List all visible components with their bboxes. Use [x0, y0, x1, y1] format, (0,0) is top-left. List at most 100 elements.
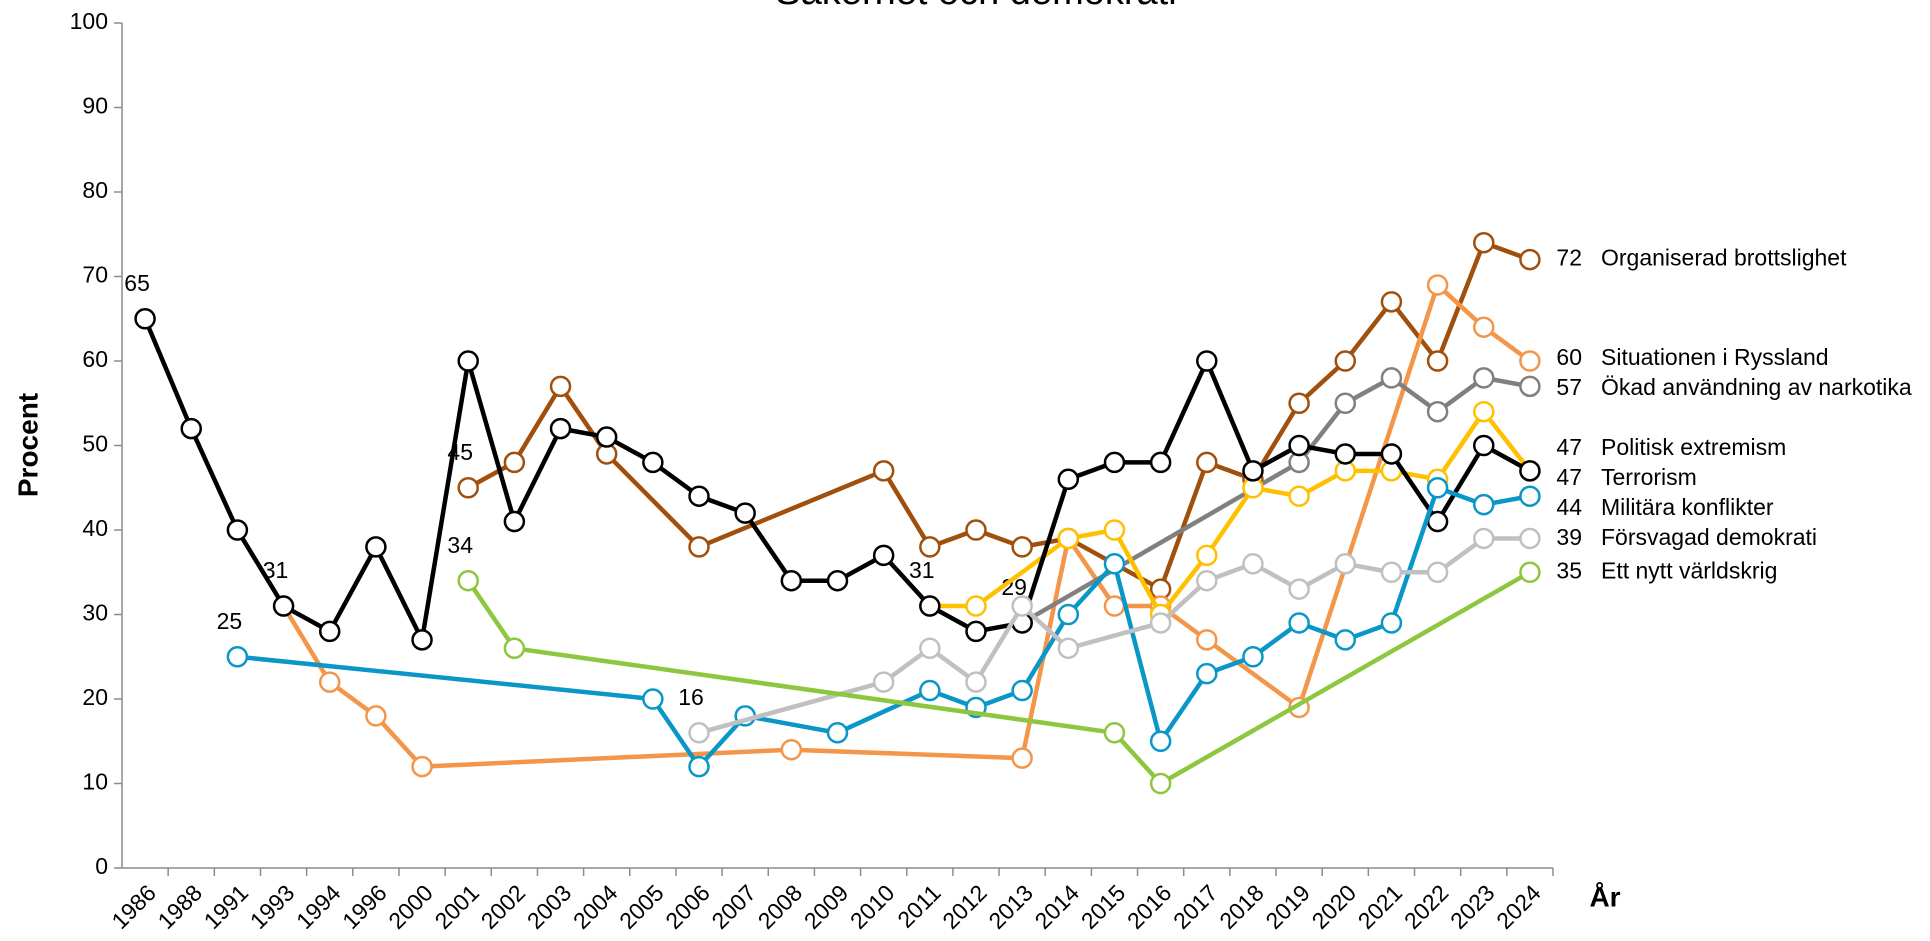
- point: [780, 569, 803, 592]
- point: [1288, 485, 1310, 507]
- x-tick-label: 2023: [1445, 879, 1500, 934]
- end-value-label: 57: [1556, 374, 1582, 400]
- y-tick-label: 70: [82, 262, 108, 288]
- x-tick-label: 1993: [245, 879, 300, 934]
- legend-label: Militära konflikter: [1601, 494, 1774, 520]
- data-label: 31: [909, 557, 935, 583]
- point: [1519, 561, 1541, 583]
- point: [1149, 772, 1172, 795]
- y-tick-label: 50: [82, 431, 108, 457]
- x-tick-label: 2021: [1353, 879, 1408, 934]
- point: [1011, 536, 1033, 558]
- x-tick-label: 2009: [799, 879, 854, 934]
- y-tick-label: 30: [82, 600, 108, 626]
- point: [1196, 544, 1218, 567]
- x-tick-label: 1994: [291, 879, 346, 934]
- point: [1519, 485, 1541, 507]
- y-tick-label: 90: [82, 93, 108, 119]
- y-tick-label: 80: [82, 177, 108, 203]
- point: [826, 722, 849, 744]
- y-tick-label: 10: [82, 769, 108, 795]
- point: [780, 738, 803, 761]
- point: [1242, 553, 1264, 575]
- point: [1149, 451, 1172, 474]
- point: [1057, 468, 1080, 491]
- point: [595, 426, 618, 448]
- legend-label: Ett nytt världskrig: [1601, 557, 1777, 583]
- x-tick-label: 2011: [892, 879, 945, 932]
- x-axis-label: År: [1589, 881, 1620, 912]
- point: [318, 620, 341, 643]
- end-value-label: 47: [1556, 434, 1582, 460]
- point: [1149, 612, 1172, 634]
- x-tick-label: 2001: [429, 879, 484, 934]
- point: [1103, 595, 1126, 617]
- point: [1103, 553, 1126, 575]
- x-tick-label: 2015: [1076, 879, 1131, 934]
- legend-label: Försvagad demokrati: [1601, 524, 1817, 550]
- point: [1103, 722, 1126, 744]
- point: [919, 637, 941, 660]
- point: [1334, 443, 1357, 465]
- point: [1473, 367, 1495, 389]
- point: [1103, 451, 1126, 474]
- data-label: 16: [678, 684, 704, 710]
- point: [1426, 350, 1449, 372]
- point: [872, 544, 895, 567]
- x-tick-label: 2022: [1399, 879, 1454, 934]
- point: [1426, 510, 1449, 533]
- point: [1057, 637, 1080, 660]
- point: [965, 595, 987, 617]
- series-line: [467, 240, 1531, 592]
- end-value-label: 44: [1556, 494, 1582, 520]
- x-tick-label: 2003: [522, 879, 577, 934]
- point: [1288, 578, 1310, 600]
- x-tick-label: 2000: [383, 879, 438, 934]
- x-tick-label: 1996: [337, 879, 392, 934]
- point: [872, 460, 895, 482]
- point: [1242, 646, 1264, 668]
- point: [1242, 460, 1264, 482]
- x-tick-label: 2005: [614, 879, 669, 934]
- point: [734, 502, 756, 524]
- point: [1011, 595, 1033, 617]
- point: [1334, 629, 1357, 651]
- point: [1196, 350, 1218, 372]
- series-line: [281, 282, 1532, 769]
- y-tick-label: 40: [82, 515, 108, 541]
- chart-title: Säkerhet och demokrati: [775, 0, 1176, 13]
- legend-label: Ökad användning av narkotika: [1601, 374, 1912, 400]
- point: [457, 477, 479, 499]
- point: [1380, 367, 1403, 389]
- point: [1473, 527, 1495, 550]
- point: [1196, 662, 1218, 685]
- point: [1519, 527, 1541, 550]
- point: [549, 375, 572, 398]
- point: [1519, 375, 1541, 398]
- x-tick-label: 1988: [153, 879, 208, 934]
- point: [965, 620, 987, 643]
- point: [688, 485, 710, 507]
- x-tick-label: 2019: [1260, 879, 1315, 934]
- y-tick-label: 60: [82, 346, 108, 372]
- series-line: [466, 570, 1532, 786]
- point: [1380, 612, 1403, 634]
- end-value-label: 39: [1556, 524, 1582, 550]
- point: [1473, 493, 1495, 516]
- legend-label: Situationen i Ryssland: [1601, 344, 1829, 370]
- point: [272, 595, 295, 617]
- y-axis-label: Procent: [12, 393, 43, 497]
- point: [1519, 460, 1541, 482]
- point: [226, 519, 249, 541]
- point: [688, 536, 710, 558]
- point: [180, 417, 202, 440]
- point: [1380, 561, 1403, 583]
- point: [1196, 451, 1218, 474]
- x-tick-label: 1991: [199, 879, 254, 934]
- data-label: 34: [447, 532, 473, 558]
- x-tick-label: 2007: [706, 879, 761, 934]
- point: [318, 671, 341, 693]
- x-tick-label: 2002: [476, 879, 531, 934]
- point: [1473, 400, 1495, 423]
- point: [134, 308, 156, 330]
